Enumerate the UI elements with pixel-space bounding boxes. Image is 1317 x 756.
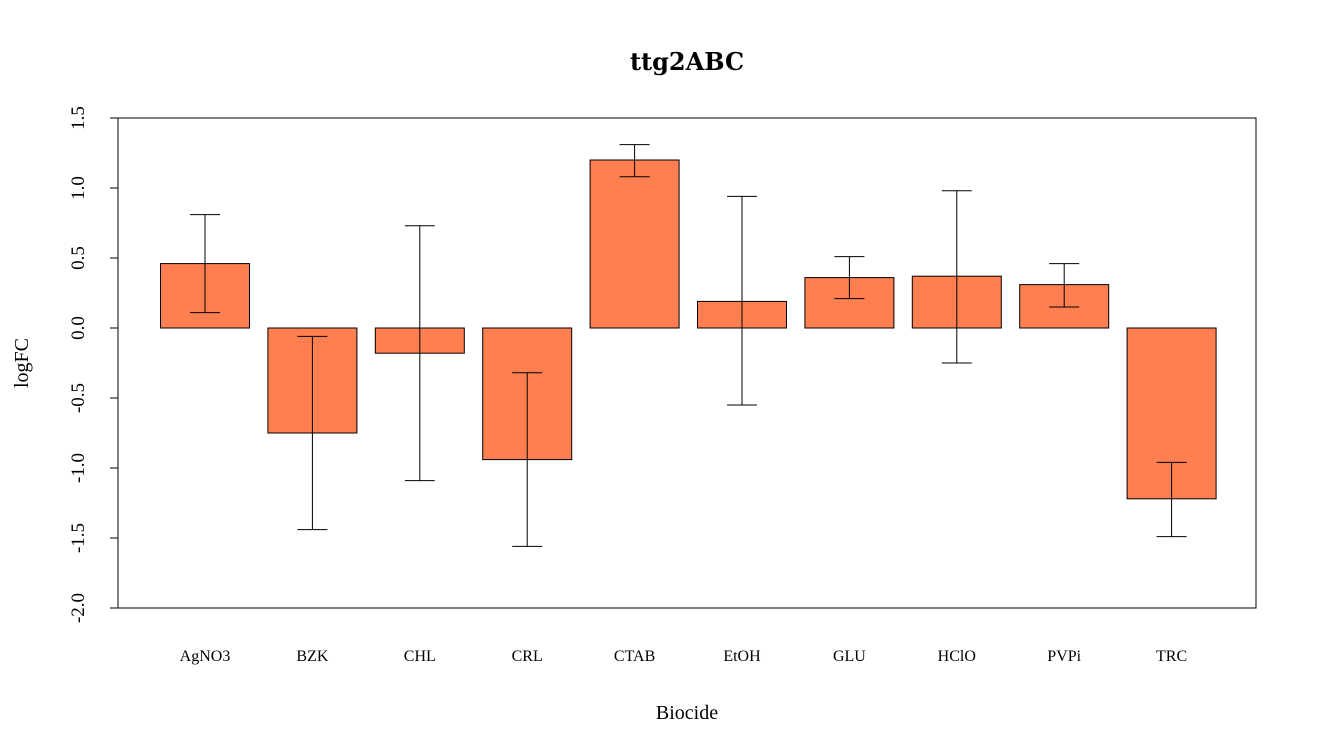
error-bar-pvpi — [1049, 263, 1080, 308]
y-tick-label: -1.0 — [68, 453, 89, 483]
category-label-hclo: HClO — [938, 648, 976, 665]
x-axis-label: Biocide — [656, 702, 718, 724]
category-label-etoh: EtOH — [723, 648, 761, 665]
y-tick-label: -1.5 — [68, 523, 89, 553]
error-bar-bzk — [297, 335, 328, 531]
category-label-chl: CHL — [404, 648, 436, 665]
y-axis-label: logFC — [11, 338, 33, 388]
category-label-ctab: CTAB — [614, 648, 655, 665]
category-labels: AgNO3 BZK CHL CRL CTAB EtOH GLU HClO PVPi TRC — [180, 648, 1187, 665]
category-label-pvpi: PVPi — [1047, 648, 1081, 665]
y-tick-label: 1.5 — [68, 106, 89, 130]
category-label-agno3: AgNO3 — [180, 648, 231, 665]
category-label-bzk: BZK — [296, 648, 328, 665]
y-tick-label: -2.0 — [68, 593, 89, 623]
error-bars — [190, 144, 1187, 547]
bars — [160, 159, 1217, 500]
y-tick-label: 0.5 — [68, 246, 89, 270]
bar-ctab — [589, 159, 680, 329]
error-bar-agno3 — [190, 214, 220, 314]
error-bar-hclo — [941, 190, 972, 364]
y-tick-label: 1.0 — [68, 176, 89, 200]
error-bar-crl — [512, 372, 543, 547]
error-bar-glu — [834, 256, 865, 300]
plot-frame — [117, 117, 1257, 609]
category-label-trc: TRC — [1156, 648, 1187, 665]
category-label-crl: CRL — [512, 648, 543, 665]
error-bar-trc — [1156, 461, 1187, 538]
y-tick-label: 0.0 — [68, 316, 89, 340]
category-label-glu: GLU — [833, 648, 866, 665]
y-tick-label: -0.5 — [68, 383, 89, 413]
error-bar-etoh — [727, 195, 757, 406]
error-bar-ctab — [619, 144, 650, 178]
error-bar-chl — [404, 225, 435, 482]
chart-title: ttg2ABC — [630, 47, 744, 76]
y-axis: -2.0 -1.5 -1.0 -0.5 0.0 0.5 1.0 1.5 — [68, 106, 118, 623]
